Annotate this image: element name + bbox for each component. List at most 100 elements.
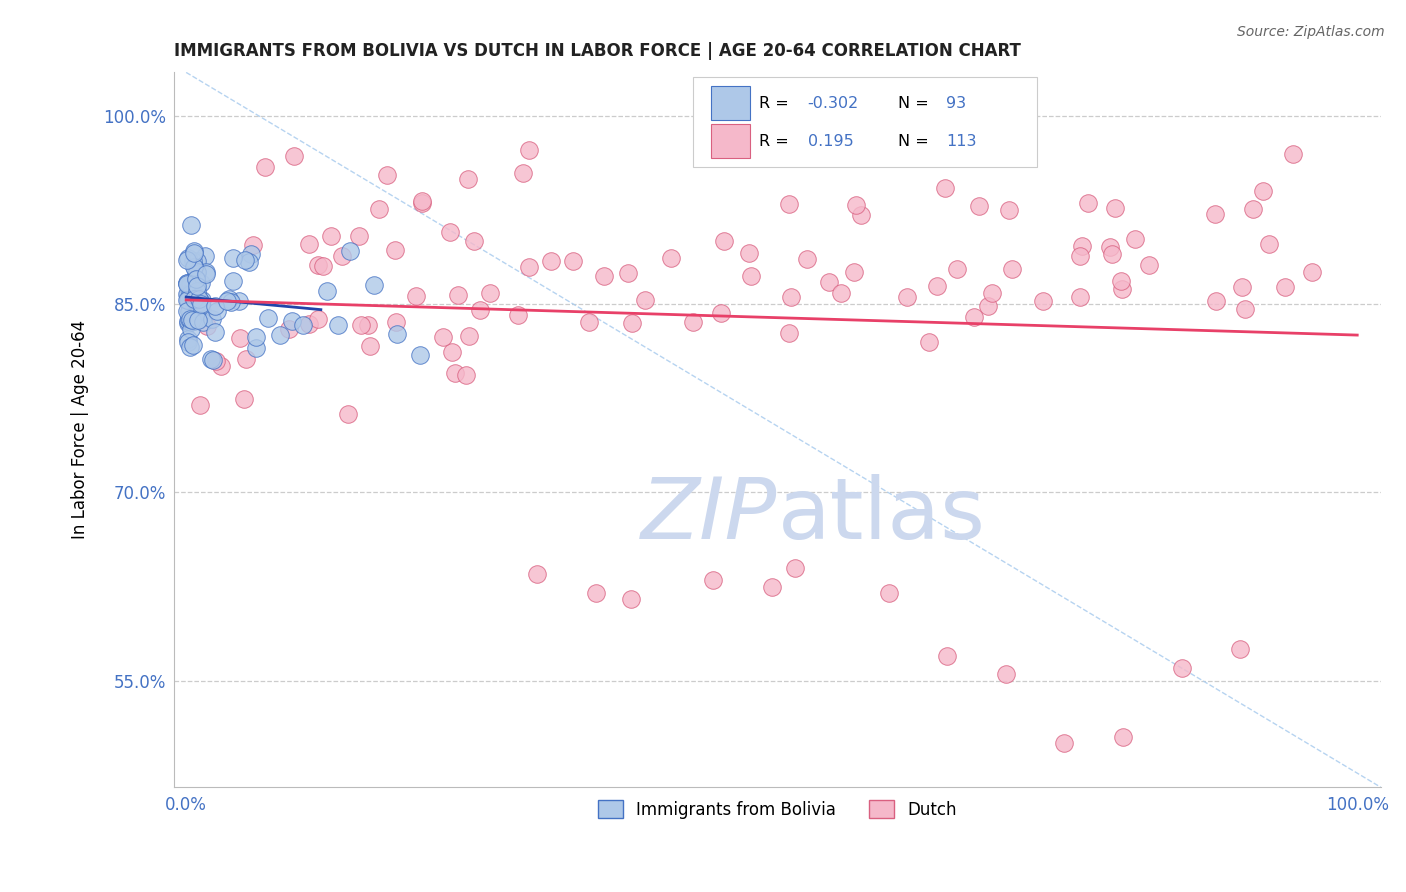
Point [188, 292, 211, 306]
Point [1069, 290, 1091, 304]
Point [359, 339, 381, 353]
Point [738, 246, 761, 260]
Point [188, 398, 211, 412]
Point [844, 265, 866, 279]
Point [1001, 261, 1024, 276]
Point [269, 327, 291, 342]
Point [177, 286, 200, 301]
Text: IMMIGRANTS FROM BOLIVIA VS DUTCH IN LABOR FORCE | AGE 20-64 CORRELATION CHART: IMMIGRANTS FROM BOLIVIA VS DUTCH IN LABO… [174, 42, 1021, 60]
Text: N =: N = [898, 134, 934, 148]
Point [183, 309, 205, 323]
Point [457, 171, 479, 186]
Point [780, 290, 803, 304]
Point [222, 274, 245, 288]
Point [187, 313, 209, 327]
Point [177, 293, 200, 308]
Point [183, 244, 205, 258]
Point [183, 338, 205, 352]
Point [945, 262, 967, 277]
Point [585, 586, 607, 600]
Point [176, 334, 198, 349]
Point [1274, 280, 1296, 294]
Point [228, 331, 250, 345]
Point [218, 292, 240, 306]
Point [620, 592, 643, 607]
Point [470, 302, 492, 317]
Point [621, 316, 644, 330]
Bar [711, 124, 749, 158]
Point [179, 276, 201, 290]
Point [441, 345, 464, 359]
Point [740, 268, 762, 283]
Text: R =: R = [759, 95, 794, 111]
Point [176, 253, 198, 268]
Point [761, 580, 783, 594]
Point [796, 252, 818, 267]
Point [778, 197, 800, 211]
Point [193, 315, 215, 329]
Point [184, 296, 207, 310]
Point [184, 271, 207, 285]
Text: 113: 113 [946, 134, 977, 148]
Point [1281, 147, 1303, 161]
Point [179, 312, 201, 326]
Point [896, 290, 918, 304]
Point [977, 298, 1000, 312]
Point [593, 268, 616, 283]
Point [561, 254, 583, 268]
Y-axis label: In Labor Force | Age 20-64: In Labor Force | Age 20-64 [72, 320, 89, 540]
Point [195, 318, 218, 333]
Point [315, 284, 337, 298]
Point [177, 278, 200, 293]
Text: 0.195: 0.195 [807, 134, 853, 148]
Point [194, 249, 217, 263]
Point [222, 251, 245, 265]
Point [967, 199, 990, 213]
Point [1111, 282, 1133, 296]
Point [176, 293, 198, 308]
Point [778, 326, 800, 340]
Point [1053, 736, 1076, 750]
Point [183, 292, 205, 306]
Point [181, 286, 204, 301]
Point [1071, 239, 1094, 253]
Point [349, 318, 371, 332]
Point [659, 252, 682, 266]
Point [283, 149, 305, 163]
Point [851, 209, 873, 223]
Point [235, 351, 257, 366]
Point [517, 260, 540, 274]
Point [478, 285, 501, 300]
Point [1123, 231, 1146, 245]
Point [332, 248, 354, 262]
Point [1301, 265, 1323, 279]
Point [1253, 185, 1275, 199]
Text: Source: ZipAtlas.com: Source: ZipAtlas.com [1237, 25, 1385, 39]
Point [245, 330, 267, 344]
Point [963, 310, 986, 324]
Text: 93: 93 [946, 95, 966, 111]
Point [1077, 196, 1099, 211]
Point [1098, 239, 1121, 253]
Point [1101, 246, 1123, 260]
Point [190, 298, 212, 312]
Point [830, 285, 852, 300]
Point [702, 574, 724, 588]
Point [186, 296, 208, 310]
Point [176, 313, 198, 327]
Point [177, 316, 200, 330]
Point [1069, 249, 1091, 263]
Point [191, 310, 214, 324]
Point [177, 293, 200, 308]
Point [200, 351, 222, 366]
Point [207, 304, 229, 318]
Point [411, 194, 433, 208]
Point [540, 253, 562, 268]
Point [245, 341, 267, 355]
Point [337, 407, 360, 421]
Point [578, 315, 600, 329]
Point [184, 267, 207, 281]
Point [179, 287, 201, 301]
Point [517, 143, 540, 157]
Point [219, 294, 242, 309]
